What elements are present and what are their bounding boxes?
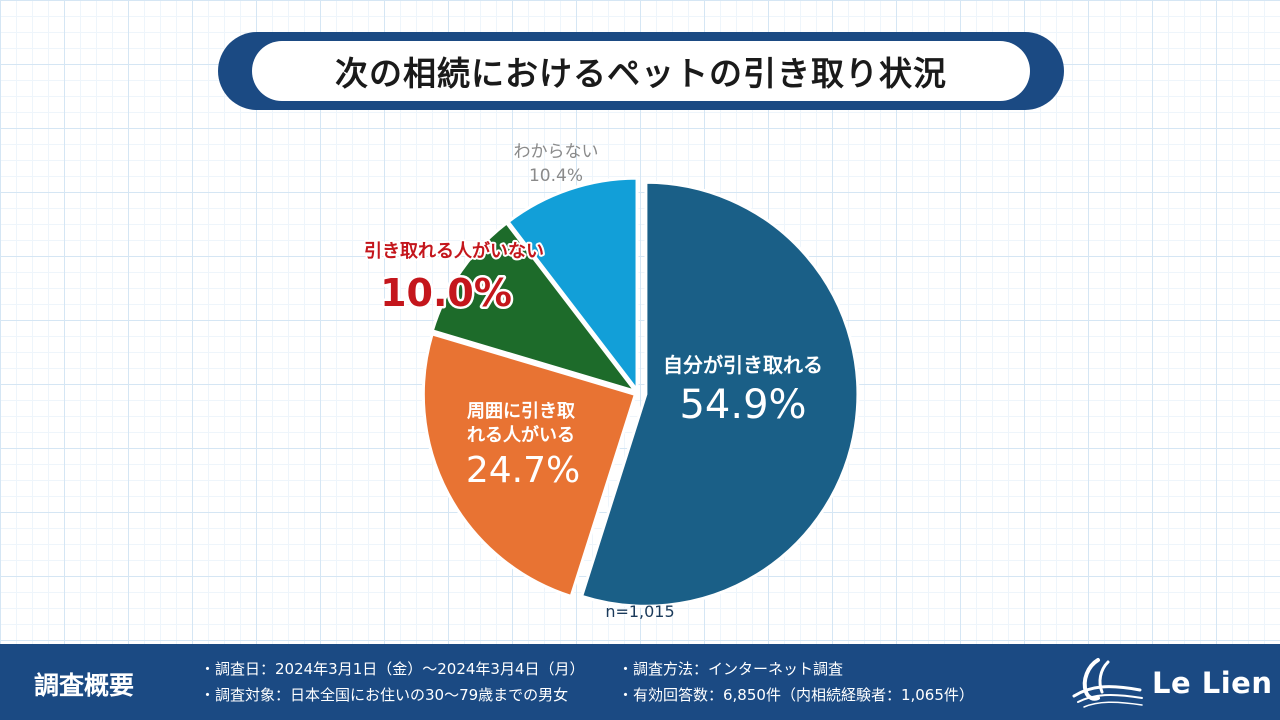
page-title: 次の相続におけるペットの引き取り状況 [335,54,947,93]
survey-method: ・調査方法：インターネット調査 [618,660,844,678]
survey-responses: ・有効回答数：6,850件（内相続経験者：1,065件） [618,686,974,704]
footer-column-left: ・調査日：2024年3月1日（金）〜2024年3月4日（月） ・調査対象：日本全… [200,656,585,708]
slice-value-unknown: 10.4% [529,166,583,186]
slice-value-self: 54.9% [679,382,806,428]
pie-slice-unknown [506,176,639,392]
footer-column-right: ・調査方法：インターネット調査 ・有効回答数：6,850件（内相続経験者：1,0… [618,656,974,708]
le-lien-logo: Le Lien [1068,652,1272,712]
slice-label-self: 自分が引き取れる [663,353,823,377]
survey-summary-footer: 調査概要 ・調査日：2024年3月1日（金）〜2024年3月4日（月） ・調査対… [0,644,1280,720]
footer-title: 調査概要 [34,671,135,700]
logo-text: Le Lien [1152,666,1273,700]
slice-value-surrounding: 24.7% [466,450,580,491]
survey-target: ・調査対象：日本全国にお住いの30〜79歳までの男女 [200,686,569,704]
slice-label-surrounding-2: れる人がいる [467,424,575,446]
title-banner-inner: 次の相続におけるペットの引き取り状況 [252,41,1030,101]
sample-size-note: n=1,015 [605,602,674,621]
slice-value-nobody: 10.0% [380,271,512,315]
slice-label-unknown: わからない [514,142,599,162]
pie-slice-self [580,180,860,608]
survey-date: ・調査日：2024年3月1日（金）〜2024年3月4日（月） [200,660,585,678]
pie-slice-surrounding [421,332,637,598]
pie-chart: 自分が引き取れる 54.9% 周囲に引き取 れる人がいる 24.7% 引き取れる… [362,142,860,621]
slice-label-nobody: 引き取れる人がいない [364,240,544,262]
slice-label-surrounding-1: 周囲に引き取 [467,401,576,422]
title-banner: 次の相続におけるペットの引き取り状況 [218,32,1064,110]
pie-slice-nobody [430,221,638,393]
le-lien-logo-icon [1072,658,1143,708]
